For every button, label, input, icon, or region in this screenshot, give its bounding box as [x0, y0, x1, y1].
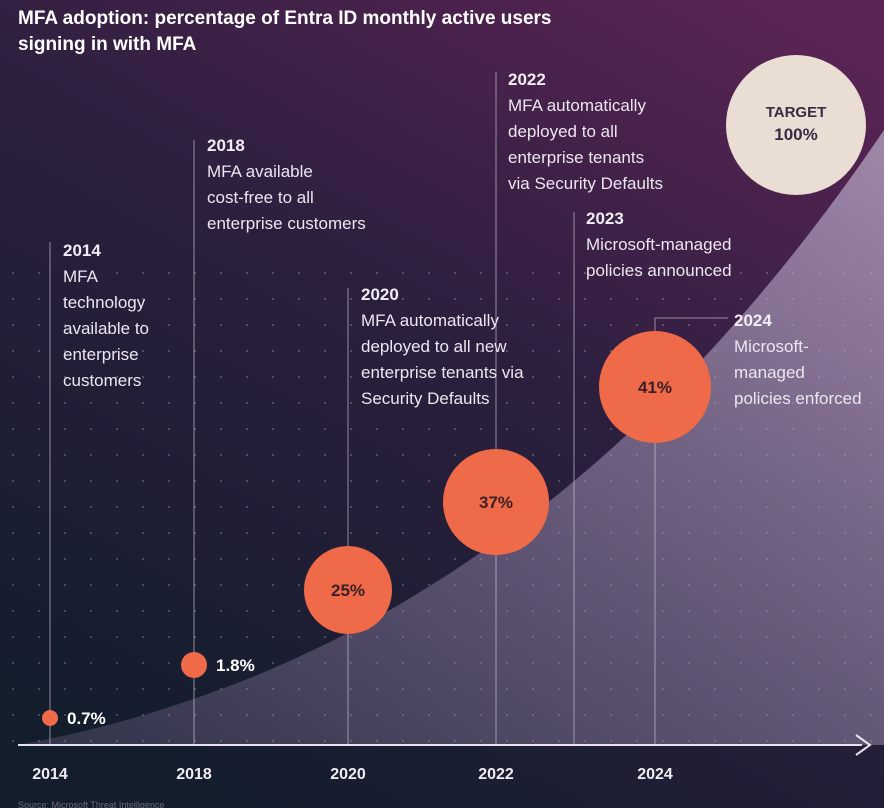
data-label-2018: 1.8% [216, 656, 255, 675]
annotation-year: 2018 [207, 136, 245, 155]
data-label-2024: 41% [638, 378, 672, 397]
annotation-text: MFA technology available to enterprise c… [63, 267, 150, 390]
data-points: 0.7% 1.8% 25% 37% 41% [42, 331, 711, 728]
annotation-2018: 2018 MFA available cost-free to all ente… [207, 133, 366, 237]
x-tick-label: 2014 [32, 766, 68, 783]
target-value: 100% [774, 125, 818, 144]
annotation-year: 2024 [734, 311, 772, 330]
annotation-year: 2020 [361, 285, 399, 304]
data-point-2024 [599, 331, 711, 443]
data-point-2018 [181, 652, 207, 678]
x-tick-label: 2022 [478, 766, 514, 783]
annotation-2023: 2023 Microsoft-managed policies announce… [586, 206, 732, 284]
annotation-text: MFA available cost-free to all enterpris… [207, 162, 366, 233]
annotation-text: Microsoft- managed policies enforced [734, 337, 862, 408]
target-label-text: TARGET [765, 104, 827, 121]
x-tick-label: 2024 [637, 766, 673, 783]
annotation-2024: 2024 Microsoft- managed policies enforce… [734, 308, 862, 412]
chart-title: MFA adoption: percentage of Entra ID mon… [18, 8, 552, 55]
x-tick-labels: 2014 2018 2020 2022 2024 [32, 766, 673, 783]
timeline-lines [49, 72, 728, 745]
data-point-2014 [42, 710, 58, 726]
annotation-2014: 2014 MFA technology available to enterpr… [63, 238, 149, 394]
data-label-2022: 37% [479, 493, 513, 512]
target-label: TARGET 100% [727, 102, 865, 146]
data-point-2022 [443, 449, 549, 555]
annotation-year: 2022 [508, 70, 546, 89]
x-tick-label: 2018 [176, 766, 212, 783]
annotation-text: Microsoft-managed policies announced [586, 235, 732, 280]
annotation-year: 2014 [63, 241, 101, 260]
data-label-2020: 25% [331, 581, 365, 600]
target-circle [726, 55, 866, 195]
adoption-area [18, 130, 884, 745]
annotation-year: 2023 [586, 209, 624, 228]
annotation-text: MFA automatically deployed to all new en… [361, 311, 524, 408]
source-note: Source: Microsoft Threat Intelligence [18, 800, 165, 808]
annotation-text: MFA automatically deployed to all enterp… [508, 96, 663, 193]
x-tick-label: 2020 [330, 766, 366, 783]
x-axis-arrow [855, 734, 872, 756]
annotation-2020: 2020 MFA automatically deployed to all n… [361, 282, 524, 412]
data-label-2014: 0.7% [67, 709, 106, 728]
data-point-2020 [304, 546, 392, 634]
annotation-2022: 2022 MFA automatically deployed to all e… [508, 67, 663, 197]
